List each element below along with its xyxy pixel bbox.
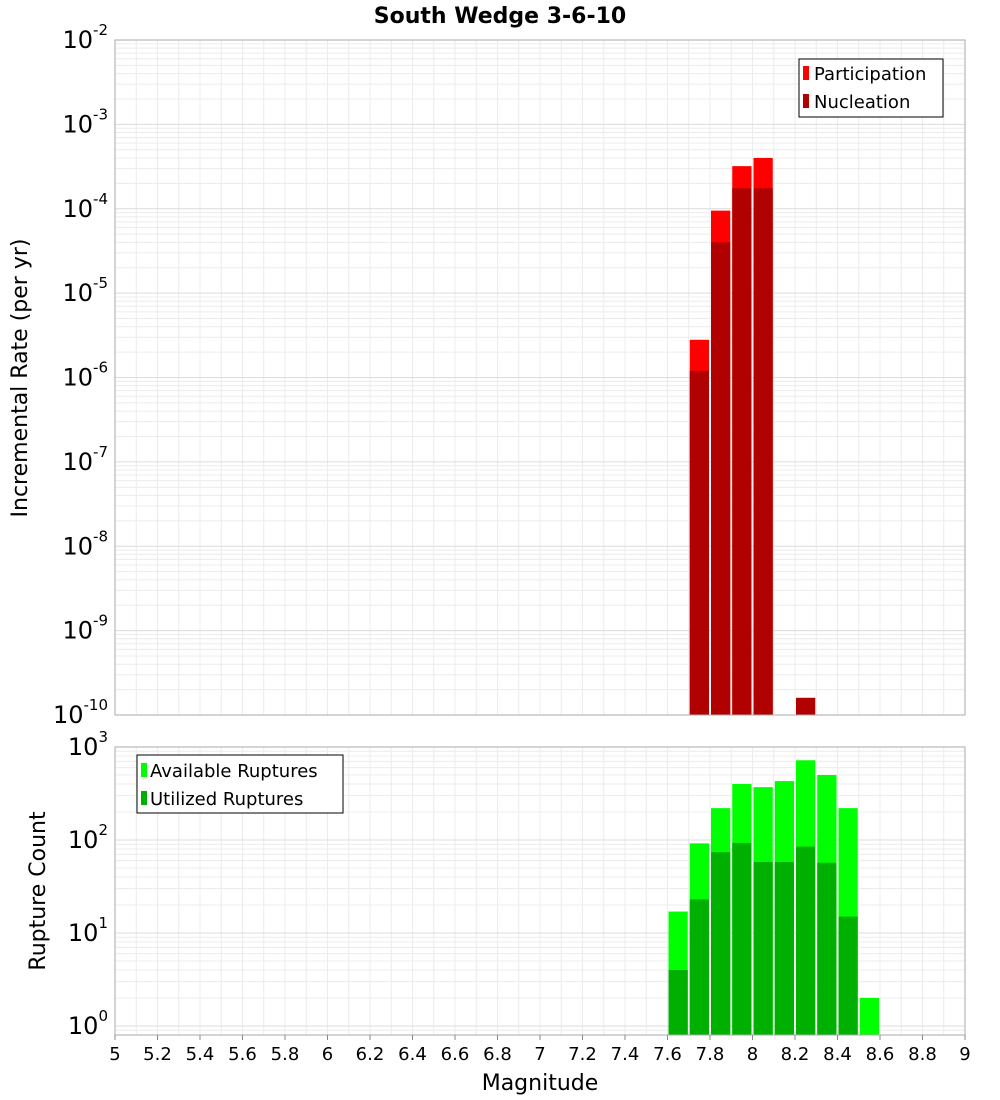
- x-tick-label: 7.8: [696, 1044, 725, 1065]
- top-y-ticks: 10-2 10-3 10-4 10-5 10-6 10-7 10-8 10-9 10-10: [53, 21, 108, 729]
- x-tick-label: 6.8: [483, 1044, 512, 1065]
- bottom-bar-utilized-ruptures: [753, 861, 773, 1035]
- top-legend-box: [798, 58, 944, 118]
- x-tick-label: 6: [322, 1044, 333, 1065]
- x-tick-label: 6.6: [441, 1044, 470, 1065]
- top-y-tick-label: 10-7: [62, 443, 108, 476]
- top-y-tick-label: 10-4: [62, 190, 108, 223]
- top-y-tick-label: 10-8: [62, 527, 108, 560]
- bottom-bar-utilized-ruptures: [817, 862, 837, 1035]
- bottom-bar-utilized-ruptures: [838, 916, 858, 1035]
- x-tick-label: 7.2: [568, 1044, 597, 1065]
- bottom-y-tick-label: 100: [68, 1007, 108, 1040]
- top-grid: [114, 40, 966, 716]
- x-tick-label: 8.8: [908, 1044, 937, 1065]
- bottom-y-tick-label: 101: [68, 914, 108, 947]
- legend-swatch-available: [141, 763, 147, 777]
- top-bars: [689, 157, 816, 716]
- legend-label-available: Available Ruptures: [150, 761, 318, 782]
- x-tick-label: 7.6: [653, 1044, 682, 1065]
- bottom-legend-box: [136, 754, 344, 814]
- bottom-bar-available-ruptures: [859, 997, 879, 1035]
- x-tick-label: 8.6: [866, 1044, 895, 1065]
- x-tick-label: 9: [959, 1044, 970, 1065]
- legend-swatch-utilized: [141, 791, 147, 805]
- bottom-bar-utilized-ruptures: [689, 899, 709, 1035]
- top-bar-nucleation: [711, 242, 731, 716]
- bottom-bar-utilized-ruptures: [796, 846, 816, 1035]
- x-tick-label: 5.2: [143, 1044, 172, 1065]
- x-tick-label: 6.4: [398, 1044, 427, 1065]
- bottom-bar-utilized-ruptures: [668, 969, 688, 1035]
- x-tick-label: 7: [534, 1044, 545, 1065]
- top-y-tick-label: 10-2: [62, 21, 108, 54]
- bottom-legend: Available Ruptures Utilized Ruptures: [136, 754, 344, 814]
- bottom-bar-utilized-ruptures: [732, 842, 752, 1035]
- x-tick-label: 5: [109, 1044, 120, 1065]
- bottom-bars: [668, 760, 879, 1035]
- bottom-bar-utilized-ruptures: [711, 852, 731, 1035]
- top-legend: Participation Nucleation: [798, 58, 944, 118]
- bottom-y-tick-label: 103: [68, 728, 108, 761]
- x-tick-label: 5.6: [228, 1044, 257, 1065]
- x-tick-label: 5.8: [271, 1044, 300, 1065]
- bottom-y-tick-label: 102: [68, 821, 108, 854]
- x-tick-label: 8.2: [781, 1044, 810, 1065]
- top-y-axis-label: Incremental Rate (per yr): [8, 239, 33, 518]
- bottom-y-ticks: 103 102 101 100: [68, 728, 108, 1040]
- legend-label-nucleation: Nucleation: [814, 92, 910, 113]
- top-y-tick-label: 10-6: [62, 359, 108, 392]
- legend-label-participation: Participation: [814, 64, 926, 85]
- top-bar-nucleation: [689, 370, 709, 715]
- bottom-bar-utilized-ruptures: [774, 861, 794, 1035]
- top-y-tick-label: 10-5: [62, 274, 108, 307]
- legend-swatch-nucleation: [803, 94, 809, 108]
- top-y-tick-label: 10-10: [53, 696, 108, 729]
- top-plot-frame: [114, 39, 966, 716]
- x-ticks: 5 5.2 5.4 5.6 5.8 6 6.2 6.4 6.6 6.8 7 7.2 7.4 7.6 7.8 8…: [109, 1035, 971, 1065]
- legend-swatch-participation: [803, 66, 809, 80]
- top-bar-nucleation: [796, 697, 816, 715]
- x-tick-label: 8.4: [823, 1044, 852, 1065]
- x-tick-label: 6.2: [356, 1044, 385, 1065]
- x-tick-label: 7.4: [611, 1044, 640, 1065]
- top-y-tick-label: 10-3: [62, 105, 108, 138]
- bottom-y-axis-label: Rupture Count: [26, 811, 51, 971]
- top-bar-nucleation: [753, 188, 773, 716]
- legend-label-utilized: Utilized Ruptures: [150, 789, 303, 810]
- top-bar-nucleation: [732, 188, 752, 716]
- chart-title: South Wedge 3-6-10: [374, 4, 626, 29]
- x-tick-label: 8: [747, 1044, 758, 1065]
- x-tick-label: 5.4: [186, 1044, 215, 1065]
- x-axis-label: Magnitude: [482, 1071, 599, 1096]
- top-y-tick-label: 10-9: [62, 612, 108, 645]
